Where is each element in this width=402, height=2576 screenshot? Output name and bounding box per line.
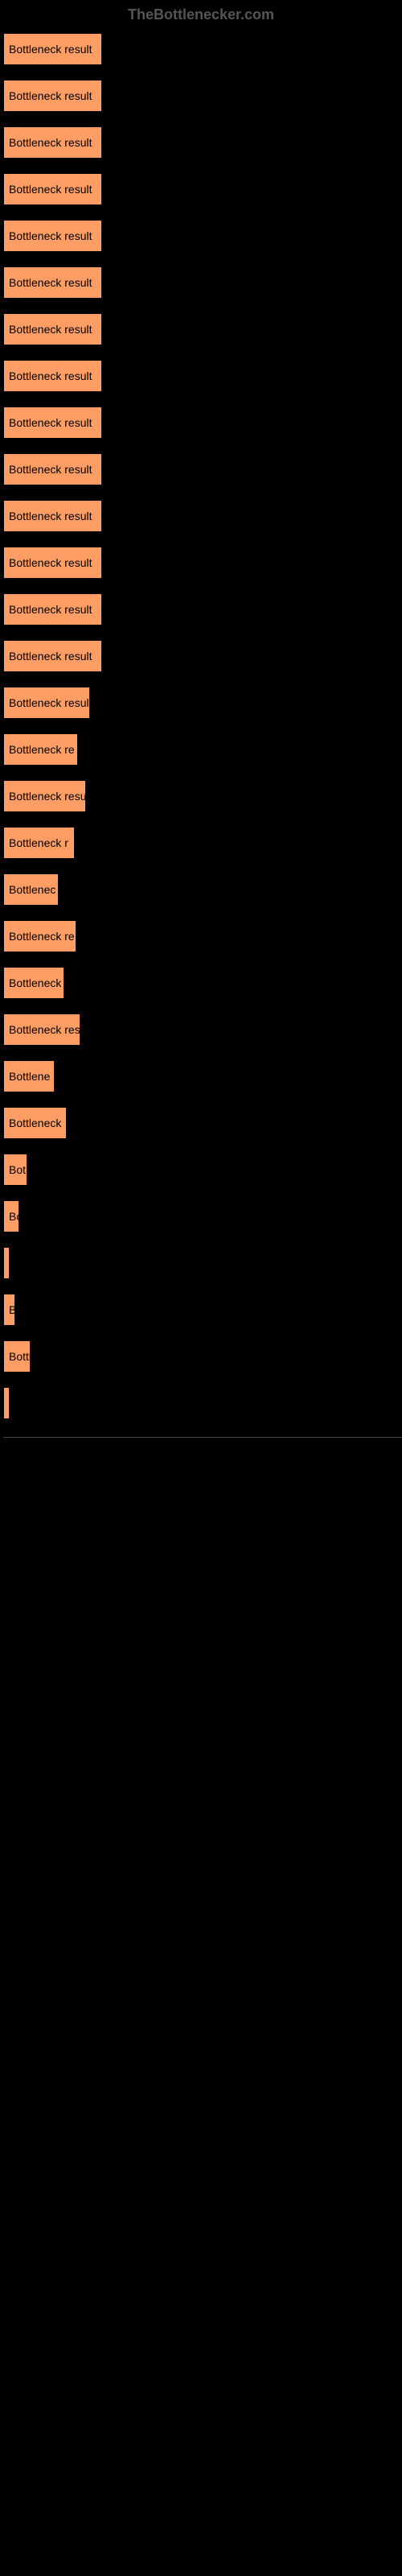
bar-row: Bottleneck result	[3, 220, 402, 252]
x-axis	[3, 1437, 402, 1759]
bar-row: Bottleneck re	[3, 920, 402, 952]
bar: Bottleneck result	[3, 547, 102, 579]
bar-row: Bottleneck result	[3, 126, 402, 159]
bar: Bottleneck result	[3, 407, 102, 439]
bar: Bottleneck re	[3, 733, 78, 766]
bar: Bottleneck result	[3, 266, 102, 299]
bar: Bottle	[3, 1340, 31, 1373]
bar: Bottleneck result	[3, 500, 102, 532]
bar: Bottleneck result	[3, 687, 90, 719]
bar-row: Bottleneck result	[3, 266, 402, 299]
bar-row: Bottleneck result	[3, 500, 402, 532]
bar-row: Bottleneck result	[3, 547, 402, 579]
bar: Bottleneck result	[3, 173, 102, 205]
bar-row: Bottleneck result	[3, 593, 402, 625]
bar-row: Bottleneck	[3, 967, 402, 999]
bar: Bottleneck r	[3, 827, 75, 859]
bar-row: Bottleneck result	[3, 80, 402, 112]
bar: B	[3, 1294, 15, 1326]
bar-row: Bottleneck	[3, 1107, 402, 1139]
bar: Bottleneck	[3, 1107, 67, 1139]
bar-row: Bottleneck res	[3, 1013, 402, 1046]
bar: Bot	[3, 1154, 27, 1186]
bar: Bo	[3, 1200, 19, 1232]
bar: Bottleneck result	[3, 360, 102, 392]
bar-row: Bottlenec	[3, 873, 402, 906]
bar-row: Bottleneck result	[3, 360, 402, 392]
bar: Bottleneck result	[3, 313, 102, 345]
bar: Bottlenec	[3, 873, 59, 906]
bar: Bottleneck result	[3, 126, 102, 159]
bar	[3, 1247, 10, 1279]
bar-row: Bottleneck result	[3, 33, 402, 65]
bar-row: B	[3, 1294, 402, 1326]
bar: Bottleneck result	[3, 640, 102, 672]
bar-row: Bottleneck result	[3, 687, 402, 719]
bar: Bottleneck result	[3, 593, 102, 625]
bar-row: Bot	[3, 1154, 402, 1186]
bar: Bottleneck res	[3, 1013, 80, 1046]
bar-row	[3, 1387, 402, 1419]
bar-row	[3, 1247, 402, 1279]
bar: Bottleneck result	[3, 780, 86, 812]
bar-row: Bottleneck result	[3, 173, 402, 205]
bar-row: Bottleneck re	[3, 733, 402, 766]
bar: Bottlene	[3, 1060, 55, 1092]
bar: Bottleneck	[3, 967, 64, 999]
watermark-text: TheBottlenecker.com	[0, 0, 402, 30]
bar-row: Bottleneck result	[3, 640, 402, 672]
bar-row: Bottle	[3, 1340, 402, 1373]
bottleneck-bar-chart: Bottleneck result Bottleneck result Bottle…	[0, 30, 402, 1437]
bar: Bottleneck result	[3, 220, 102, 252]
bar-row: Bottleneck result	[3, 453, 402, 485]
bar-row: Bo	[3, 1200, 402, 1232]
bar-row: Bottlene	[3, 1060, 402, 1092]
bar: Bottleneck re	[3, 920, 76, 952]
bar	[3, 1387, 10, 1419]
bar: Bottleneck result	[3, 453, 102, 485]
bar: Bottleneck result	[3, 80, 102, 112]
bar-row: Bottleneck result	[3, 407, 402, 439]
bar-row: Bottleneck result	[3, 780, 402, 812]
bar-row: Bottleneck result	[3, 313, 402, 345]
bar-row: Bottleneck r	[3, 827, 402, 859]
bar: Bottleneck result	[3, 33, 102, 65]
